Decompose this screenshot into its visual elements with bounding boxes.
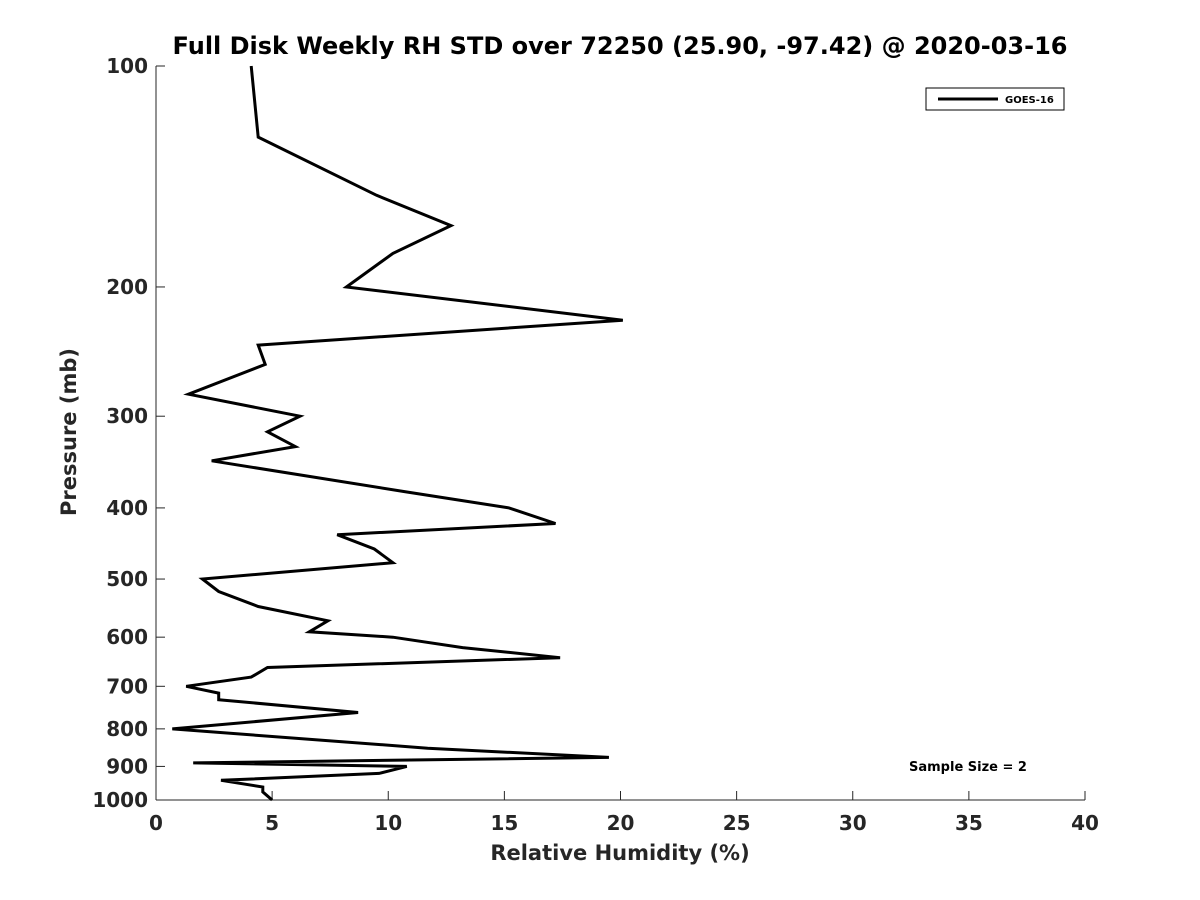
y-tick-label: 900 [106,754,148,778]
y-tick-label: 300 [106,404,148,428]
y-tick-label: 200 [106,275,148,299]
y-tick-label: 800 [106,717,148,741]
sample-size-annotation: Sample Size = 2 [909,760,1027,775]
y-tick-label: 500 [106,567,148,591]
series-group [172,65,623,802]
series-line-goes16 [172,65,623,802]
y-tick-label: 700 [106,674,148,698]
y-tick-label: 400 [106,496,148,520]
x-tick-label: 15 [490,811,518,835]
x-tick-label: 5 [265,811,279,835]
x-tick-label: 10 [374,811,402,835]
y-ticks: 100 200 300 400 500 600 700 800 900 1000 [92,54,165,812]
x-tick-label: 35 [955,811,983,835]
chart-title: Full Disk Weekly RH STD over 72250 (25.9… [173,32,1068,60]
x-tick-label: 0 [149,811,163,835]
y-tick-label: 100 [106,54,148,78]
legend-label-goes16: GOES-16 [1005,95,1054,106]
x-axis-label: Relative Humidity (%) [490,841,749,865]
x-tick-label: 30 [839,811,867,835]
x-tick-label: 25 [723,811,751,835]
x-tick-label: 40 [1071,811,1099,835]
y-axis-label: Pressure (mb) [57,348,81,516]
x-ticks: 0 5 10 15 20 25 30 35 40 [149,791,1099,835]
y-tick-label: 1000 [92,788,148,812]
legend[interactable]: GOES-16 [925,87,1065,111]
y-tick-label: 600 [106,625,148,649]
x-tick-label: 20 [607,811,635,835]
